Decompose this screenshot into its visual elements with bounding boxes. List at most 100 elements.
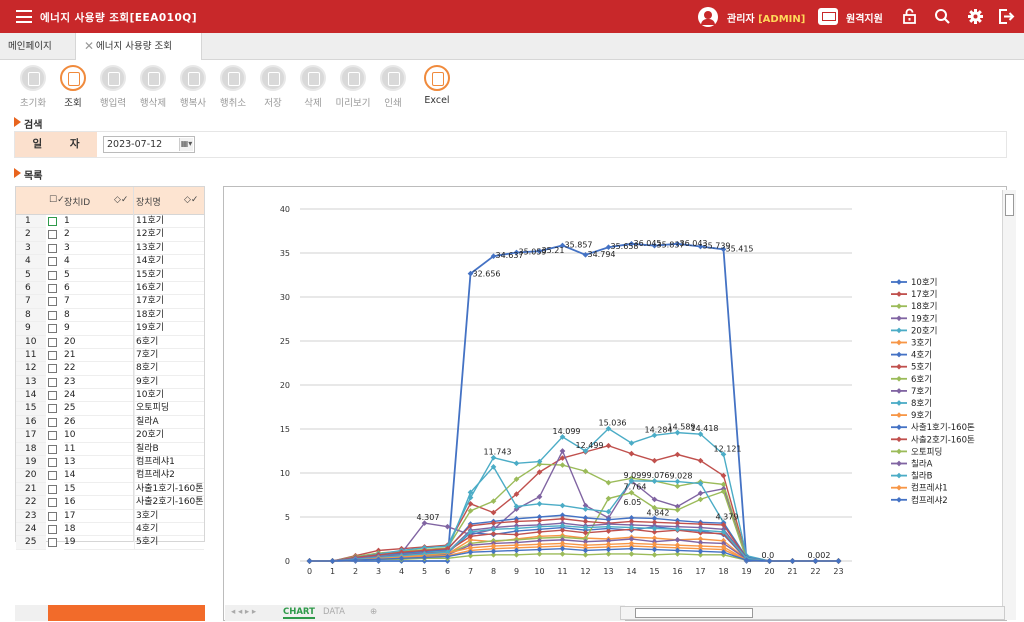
data-label: 11.743	[484, 448, 512, 457]
sort-icon[interactable]: ◇✓	[184, 195, 199, 205]
toolbar-button-6[interactable]: 저장	[252, 62, 292, 110]
row-checkbox[interactable]	[48, 217, 57, 226]
calendar-icon[interactable]: ▦▾	[179, 138, 193, 151]
row-checkbox[interactable]	[48, 364, 57, 374]
toolbar-button-3[interactable]: 행삭제	[132, 62, 172, 110]
table-row[interactable]: 6 6 16호기	[16, 281, 204, 296]
add-sheet-icon[interactable]: ⊕	[370, 607, 378, 617]
user-name[interactable]: 관리자 [ADMIN]	[727, 10, 805, 25]
table-row[interactable]: 7 7 17호기	[16, 295, 204, 309]
data-point	[697, 552, 704, 558]
tab-main-page[interactable]: 메인페이지	[0, 33, 76, 60]
row-checkbox[interactable]	[48, 511, 57, 521]
cell-device-id: 18	[64, 523, 134, 537]
table-row[interactable]: 22 16 사출2호기-160톤	[16, 496, 204, 510]
table-row[interactable]: 16 26 칠라A	[16, 415, 204, 430]
search-icon[interactable]	[934, 8, 951, 25]
row-checkbox[interactable]	[48, 243, 57, 253]
table-row[interactable]: 24 18 4호기	[16, 522, 204, 537]
lock-icon[interactable]	[901, 8, 918, 25]
user-icon[interactable]	[698, 7, 718, 27]
row-checkbox[interactable]	[48, 310, 57, 320]
row-checkbox[interactable]	[48, 471, 57, 481]
toolbar-button-8[interactable]: 미리보기	[332, 62, 372, 110]
row-checkbox[interactable]	[48, 404, 57, 414]
table-row[interactable]: 9 9 19호기	[16, 322, 204, 336]
date-field[interactable]: 2023-07-12 ▦▾	[103, 136, 195, 153]
table-row[interactable]: 13 23 9호기	[16, 375, 204, 390]
monitor-icon[interactable]	[818, 8, 838, 25]
toolbar-button-4[interactable]: 행복사	[172, 62, 212, 110]
legend-item: 8호기	[911, 399, 932, 409]
scrollbar-thumb[interactable]	[1005, 194, 1014, 216]
column-header-device-name[interactable]: 장치명	[136, 198, 161, 208]
menu-icon[interactable]	[16, 10, 32, 23]
toolbar-button-9[interactable]: 인쇄	[372, 62, 412, 110]
tab-energy-usage[interactable]: ✕ 에너지 사용량 조회	[76, 33, 202, 60]
sort-icon[interactable]: ◇✓	[114, 195, 129, 205]
tab-chart[interactable]: CHART	[283, 607, 315, 619]
table-row[interactable]: 23 17 3호기	[16, 509, 204, 523]
data-label: 9.099	[624, 471, 647, 480]
row-checkbox[interactable]	[48, 337, 57, 347]
tab-data[interactable]: DATA	[323, 607, 345, 617]
table-row[interactable]: 1 1 11호기	[16, 215, 204, 229]
row-checkbox[interactable]	[48, 417, 57, 427]
table-row[interactable]: 20 14 컴프레샤2	[16, 469, 204, 483]
toolbar-button-1[interactable]: 조회	[52, 62, 92, 110]
remote-support-button[interactable]: 원격지원	[846, 14, 883, 25]
row-checkbox[interactable]	[48, 391, 57, 401]
table-row[interactable]: 15 25 오토피딩	[16, 402, 204, 416]
table-row[interactable]: 5 5 15호기	[16, 268, 204, 282]
row-checkbox[interactable]	[48, 444, 57, 454]
row-checkbox[interactable]	[48, 524, 57, 534]
row-checkbox[interactable]	[48, 538, 57, 548]
column-header-device-id[interactable]: 장치ID	[64, 198, 91, 208]
data-point	[605, 537, 612, 544]
table-row[interactable]: 14 24 10호기	[16, 389, 204, 403]
row-checkbox[interactable]	[48, 324, 57, 334]
close-icon[interactable]: ✕	[84, 39, 95, 53]
table-row[interactable]: 19 13 컴프레샤1	[16, 456, 204, 470]
select-all-checkbox[interactable]: ☐✓	[49, 195, 65, 205]
table-row[interactable]: 11 21 7호기	[16, 348, 204, 363]
vertical-scrollbar[interactable]	[1002, 190, 1016, 620]
row-checkbox[interactable]	[48, 270, 57, 280]
table-row[interactable]: 2 2 12호기	[16, 228, 204, 242]
gear-icon[interactable]	[967, 8, 984, 25]
row-checkbox[interactable]	[48, 431, 57, 441]
row-checkbox[interactable]	[48, 283, 57, 293]
table-row[interactable]: 3 3 13호기	[16, 241, 204, 256]
table-row[interactable]: 25 19 5호기	[16, 536, 204, 550]
toolbar-button-10[interactable]: Excel	[416, 62, 456, 110]
data-point	[536, 517, 543, 524]
row-checkbox[interactable]	[48, 350, 57, 360]
table-row[interactable]: 21 15 사출1호기-160톤	[16, 482, 204, 497]
table-row[interactable]: 8 8 18호기	[16, 308, 204, 323]
data-point	[559, 434, 566, 440]
table-row[interactable]: 12 22 8호기	[16, 362, 204, 376]
row-checkbox[interactable]	[48, 458, 57, 468]
horizontal-scrollbar[interactable]	[620, 606, 1005, 620]
series-line	[309, 525, 839, 562]
table-row[interactable]: 18 11 칠라B	[16, 442, 204, 457]
data-point	[674, 551, 681, 557]
toolbar-button-5[interactable]: 행취소	[212, 62, 252, 110]
toolbar-button-label: 행입력	[99, 98, 127, 109]
row-checkbox[interactable]	[48, 297, 57, 307]
scrollbar-thumb[interactable]	[635, 608, 753, 618]
row-checkbox[interactable]	[48, 484, 57, 494]
row-checkbox[interactable]	[48, 498, 57, 508]
table-row[interactable]: 10 20 6호기	[16, 335, 204, 349]
table-row[interactable]: 4 4 14호기	[16, 255, 204, 269]
toolbar-button-2[interactable]: 행입력	[92, 62, 132, 110]
row-checkbox[interactable]	[48, 257, 57, 267]
toolbar-button-0[interactable]: 초기화	[12, 62, 52, 110]
toolbar-button-7[interactable]: 삭제	[292, 62, 332, 110]
sheet-nav-arrows[interactable]: ◂ ◂ ▸ ▸	[231, 607, 257, 617]
row-checkbox[interactable]	[48, 377, 57, 387]
table-row[interactable]: 17 10 20호기	[16, 429, 204, 443]
logout-icon[interactable]	[998, 8, 1015, 25]
row-checkbox[interactable]	[48, 230, 57, 240]
row-number: 12	[16, 362, 46, 376]
